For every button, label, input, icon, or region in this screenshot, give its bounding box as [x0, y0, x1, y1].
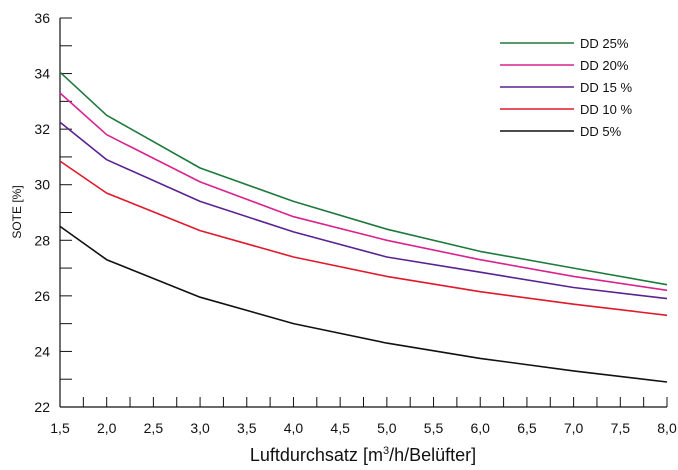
x-tick-label: 5,0: [377, 420, 397, 436]
y-tick-label: 28: [34, 232, 50, 248]
y-tick-label: 32: [34, 121, 50, 137]
x-tick-label: 2,0: [97, 420, 117, 436]
x-tick-label: 8,0: [657, 420, 677, 436]
x-tick-label: 1,5: [50, 420, 70, 436]
y-tick-label: 24: [34, 343, 50, 359]
legend-label-dd-20: DD 20%: [580, 58, 629, 73]
series-line-dd-25: [59, 71, 668, 286]
y-tick-label: 30: [34, 177, 50, 193]
x-tick-label: 7,0: [564, 420, 584, 436]
x-tick-label: 3,5: [237, 420, 257, 436]
y-tick-label: 26: [34, 288, 50, 304]
x-axis-title-main: Luftdurchsatz [m: [250, 445, 383, 465]
series-lines: [59, 71, 668, 383]
series-line-dd-5: [59, 225, 668, 383]
legend: DD 25% DD 20% DD 15 % DD 10 % DD 5%: [500, 36, 632, 139]
y-tick-label: 36: [34, 10, 50, 26]
y-axis-title: SOTE [%]: [10, 185, 24, 238]
x-ticks: 1,5 2,0 2,5 3,0 3,5 4,0 4,5 5,0 5,5 6,0 6,5 7,0 7,5 8…: [50, 397, 677, 436]
x-tick-label: 4,0: [284, 420, 304, 436]
x-tick-label: 5,5: [424, 420, 444, 436]
series-line-dd-15: [59, 121, 668, 300]
x-tick-label: 6,0: [470, 420, 490, 436]
series-line-dd-10: [59, 160, 668, 317]
y-tick-label: 22: [34, 399, 50, 415]
x-tick-label: 2,5: [144, 420, 164, 436]
x-tick-label: 6,5: [517, 420, 537, 436]
legend-label-dd-5: DD 5%: [580, 124, 622, 139]
x-axis-title: Luftdurchsatz [m3/h/Belüfter]: [250, 445, 476, 465]
x-tick-label: 7,5: [611, 420, 631, 436]
legend-label-dd-10: DD 10 %: [580, 102, 632, 117]
y-ticks: 22 24 26 28 30 32 34 36: [34, 10, 72, 415]
series-line-dd-20: [59, 92, 668, 292]
x-axis-title-tail: /h/Belüfter]: [389, 445, 476, 465]
x-tick-label: 3,0: [190, 420, 210, 436]
x-axis-title-superscript: 3: [383, 445, 389, 457]
legend-label-dd-25: DD 25%: [580, 36, 629, 51]
x-tick-label: 4,5: [330, 420, 350, 436]
axes: [59, 18, 667, 408]
legend-label-dd-15: DD 15 %: [580, 80, 632, 95]
y-tick-label: 34: [34, 66, 50, 82]
